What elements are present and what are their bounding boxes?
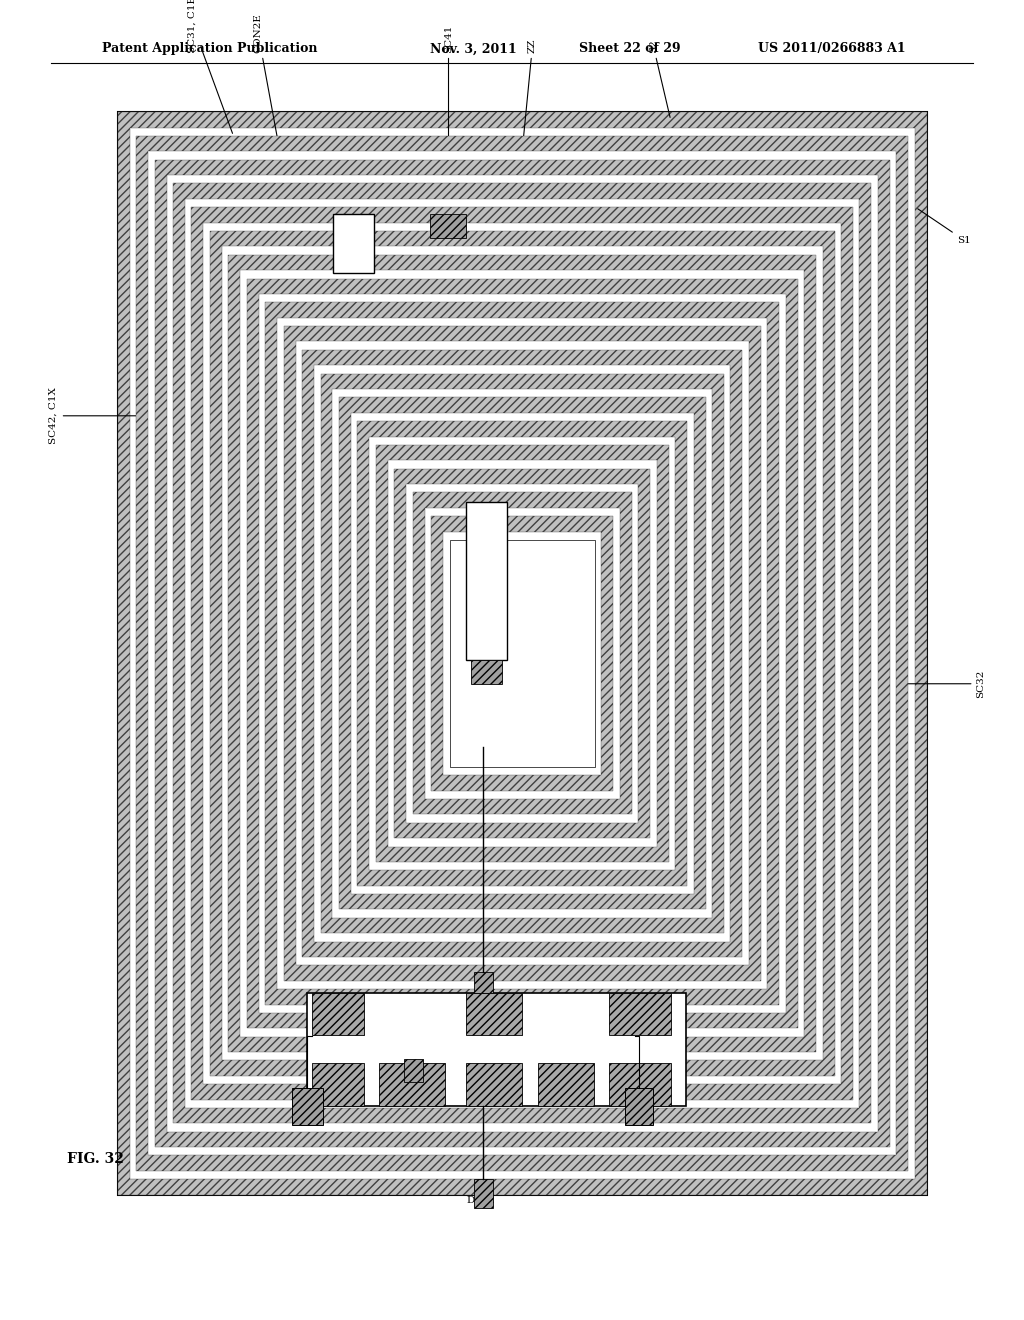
Bar [259,294,785,1012]
Bar [388,461,656,846]
Bar [425,508,620,799]
Bar [241,271,804,1036]
Text: SC32: SC32 [904,669,985,698]
Bar [222,247,822,1060]
Bar [312,1063,364,1106]
Bar [407,484,638,822]
Text: P1: P1 [507,962,520,970]
Text: CON2E: CON2E [254,13,282,158]
Bar [466,502,507,660]
Bar [450,540,595,767]
Bar [474,972,493,993]
Bar [210,231,835,1076]
Text: S1: S1 [918,209,971,244]
Bar [314,366,730,941]
Bar [538,1063,594,1106]
Bar [321,374,724,933]
Bar [302,350,742,957]
Bar [430,214,466,238]
Bar [474,1179,493,1208]
Bar [136,136,908,1171]
Bar [333,214,374,273]
Text: SC42, C1X: SC42, C1X [49,387,173,445]
Bar [265,302,779,1005]
Bar [609,1063,671,1106]
Bar [376,445,669,862]
Bar [351,413,693,894]
Bar [148,152,896,1155]
Text: 2: 2 [660,997,667,1005]
Bar [191,207,853,1100]
Text: Nov. 3, 2011: Nov. 3, 2011 [430,42,517,55]
Bar [466,993,522,1035]
Bar [413,492,632,814]
Bar [173,183,871,1123]
Bar [185,199,859,1107]
Text: US 2011/0266883 A1: US 2011/0266883 A1 [758,42,905,55]
Text: SC31, C1E: SC31, C1E [188,0,232,133]
Bar [443,532,601,775]
Bar [296,342,749,965]
Text: CON31: CON31 [296,884,337,977]
Bar [379,1063,445,1106]
Text: E: E [349,244,357,252]
Bar [394,469,650,838]
Text: A: A [261,1071,268,1078]
Text: Sheet 22 of 29: Sheet 22 of 29 [579,42,680,55]
Bar [357,421,687,886]
Bar [278,318,767,989]
Text: 1: 1 [319,997,326,1005]
Bar [307,993,686,1106]
Text: CON32: CON32 [602,1047,638,1056]
Text: CON1A: CON1A [404,1047,441,1056]
Bar [155,160,890,1147]
Text: S2: S2 [649,40,670,117]
Bar [609,993,671,1035]
Text: FIG. 32: FIG. 32 [67,1152,124,1166]
Bar [404,1059,423,1082]
Bar [312,993,364,1035]
Bar [204,223,841,1084]
Text: SC41: SC41 [444,25,453,211]
Bar [431,516,613,791]
Text: Patent Application Publication: Patent Application Publication [102,42,317,55]
Bar [292,1088,323,1125]
Bar [118,112,927,1195]
Text: M: M [487,1047,498,1056]
Bar [625,1088,653,1125]
Text: D, P2: D, P2 [467,1196,495,1205]
Bar [284,326,761,981]
Bar [339,397,706,909]
Bar [333,389,712,917]
Bar [130,128,914,1179]
Bar [167,176,878,1131]
Bar [118,112,927,1195]
Bar [370,437,675,870]
Bar [471,660,502,684]
Bar [247,279,798,1028]
Bar [466,1063,522,1106]
Bar [228,255,816,1052]
Text: ZZ: ZZ [522,38,537,148]
